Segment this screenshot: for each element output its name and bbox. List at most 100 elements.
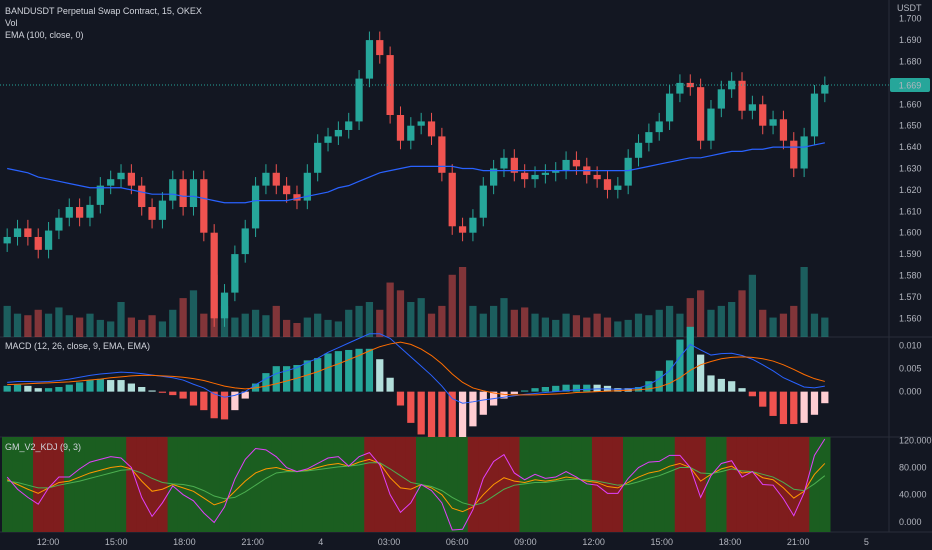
price-axis-tick: 1.610 xyxy=(899,206,922,216)
macd-histogram-bar xyxy=(686,326,694,392)
macd-histogram-bar xyxy=(790,391,798,425)
macd-histogram-bar xyxy=(800,391,808,423)
candle-body xyxy=(427,121,436,137)
macd-histogram-bar xyxy=(510,391,518,394)
candle-body xyxy=(614,185,622,190)
kdj-axis-tick: 40.000 xyxy=(899,490,927,500)
kdj-background-band xyxy=(64,437,75,532)
candle-body xyxy=(210,232,218,319)
candle-body xyxy=(355,78,363,122)
macd-histogram-bar xyxy=(158,391,167,393)
candle-body xyxy=(800,136,808,169)
macd-histogram-bar xyxy=(345,349,353,392)
candle-body xyxy=(158,200,167,220)
candle-body xyxy=(769,119,777,126)
kdj-background-band xyxy=(447,437,458,532)
price-axis-tick: 1.620 xyxy=(899,185,922,195)
kdj-background-band xyxy=(664,437,676,532)
macd-histogram-bar xyxy=(572,384,581,392)
volume-bar xyxy=(686,298,694,337)
candle-body xyxy=(251,185,260,229)
kdj-background-band xyxy=(809,437,821,532)
macd-histogram-bar xyxy=(552,385,560,392)
price-axis-tick: 1.690 xyxy=(899,35,922,45)
volume-bar xyxy=(500,298,508,337)
volume-bar xyxy=(779,313,788,337)
vol-label: Vol xyxy=(5,18,18,28)
kdj-background-band xyxy=(509,437,520,532)
candle-body xyxy=(220,292,229,319)
candle-body xyxy=(65,207,73,218)
kdj-background-band xyxy=(146,437,158,532)
volume-bar xyxy=(510,309,518,337)
volume-bar xyxy=(324,319,332,337)
macd-label: MACD (12, 26, close, 9, EMA, EMA) xyxy=(5,341,151,351)
macd-histogram-bar xyxy=(769,391,777,416)
kdj-background-band xyxy=(74,437,86,532)
macd-histogram-bar xyxy=(314,358,322,392)
macd-axis-tick: 0.000 xyxy=(899,387,922,397)
macd-histogram-bar xyxy=(179,391,187,399)
macd-histogram-bar xyxy=(655,370,663,392)
candle-body xyxy=(324,136,332,143)
volume-bar xyxy=(262,315,270,337)
candle-body xyxy=(717,89,725,109)
macd-histogram-bar xyxy=(210,391,218,419)
kdj-background-band xyxy=(312,437,324,532)
price-axis-tick: 1.660 xyxy=(899,99,922,109)
price-axis-tick: 1.680 xyxy=(899,57,922,67)
k-line xyxy=(6,458,826,513)
volume-bar xyxy=(665,305,674,337)
price-axis-tick: 1.560 xyxy=(899,313,922,323)
ema-line xyxy=(7,142,825,204)
price-axis-tick: 1.700 xyxy=(899,14,922,24)
kdj-background-band xyxy=(384,437,396,532)
kdj-background-band xyxy=(426,437,438,532)
candle-body xyxy=(645,132,653,143)
candle-body xyxy=(510,157,518,173)
candle-body xyxy=(417,121,425,126)
macd-histogram-bar xyxy=(759,391,767,407)
volume-bar xyxy=(96,319,104,337)
macd-histogram-bar xyxy=(148,390,156,392)
macd-histogram-bar xyxy=(697,354,705,392)
volume-bar xyxy=(365,302,374,337)
kdj-background-band xyxy=(540,437,552,532)
kdj-background-band xyxy=(188,437,200,532)
candle-body xyxy=(593,174,601,180)
macd-histogram-bar xyxy=(396,391,405,406)
volume-bar xyxy=(521,307,529,337)
candle-body xyxy=(396,115,405,141)
candle-body xyxy=(469,217,477,233)
candle-body xyxy=(707,108,715,141)
volume-bar xyxy=(386,282,394,337)
volume-bar xyxy=(490,305,498,337)
candle-body xyxy=(314,142,322,173)
last-price-badge xyxy=(890,78,930,93)
macd-histogram-bar xyxy=(469,391,477,427)
kdj-background-band xyxy=(157,437,169,532)
candle-body xyxy=(293,194,301,201)
kdj-background-band xyxy=(633,437,645,532)
candle-body xyxy=(728,80,736,90)
macd-histogram-bar xyxy=(365,348,374,392)
volume-bar xyxy=(376,309,384,337)
macd-histogram-bar xyxy=(645,381,653,392)
kdj-background-band xyxy=(405,437,417,532)
candle-body xyxy=(241,228,249,255)
candle-body xyxy=(697,87,705,141)
volume-bar xyxy=(697,290,705,337)
macd-histogram-bar xyxy=(707,375,715,392)
candle-body xyxy=(117,172,125,180)
kdj-background-band xyxy=(281,437,293,532)
price-axis-tick: 1.590 xyxy=(899,249,922,259)
volume-bar xyxy=(76,317,84,337)
volume-bar xyxy=(427,313,436,337)
candle-body xyxy=(738,80,746,111)
volume-bar xyxy=(572,315,581,337)
candle-body xyxy=(107,179,115,186)
volume-bar xyxy=(293,323,301,337)
candle-body xyxy=(655,121,663,133)
time-axis-tick: 12:00 xyxy=(582,537,605,547)
